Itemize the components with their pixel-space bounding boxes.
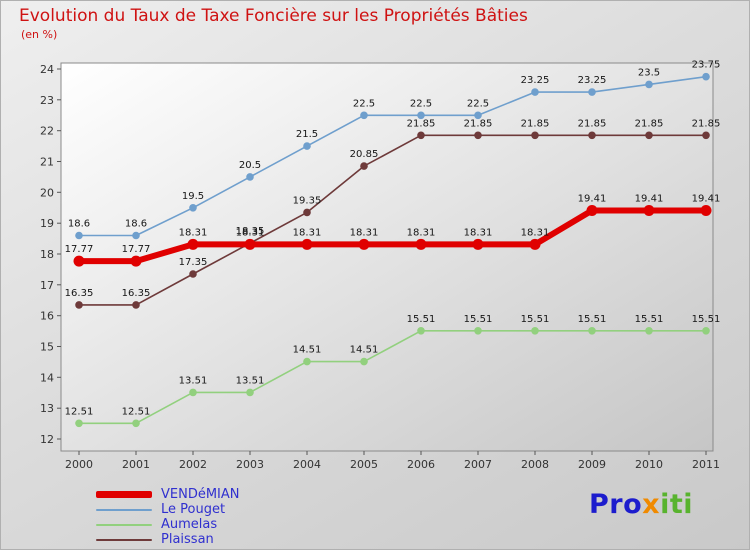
svg-text:19.5: 19.5 — [182, 191, 204, 202]
svg-text:14.51: 14.51 — [350, 345, 379, 356]
svg-text:19: 19 — [40, 217, 54, 230]
svg-text:22.5: 22.5 — [353, 98, 375, 109]
svg-text:13.51: 13.51 — [179, 375, 208, 386]
svg-text:18.6: 18.6 — [68, 219, 90, 230]
legend: VENDéMIAN Le Pouget Aumelas Plaissan — [96, 487, 240, 547]
svg-text:2009: 2009 — [578, 458, 606, 471]
svg-text:21.85: 21.85 — [692, 118, 721, 129]
svg-text:2003: 2003 — [236, 458, 264, 471]
svg-text:15.51: 15.51 — [692, 314, 721, 325]
svg-text:2006: 2006 — [407, 458, 435, 471]
legend-swatch-lepouget — [96, 508, 152, 511]
svg-text:23.5: 23.5 — [638, 67, 660, 78]
svg-text:2008: 2008 — [521, 458, 549, 471]
legend-item-aumelas: Aumelas — [96, 517, 240, 532]
svg-text:15.51: 15.51 — [407, 314, 436, 325]
svg-text:18.35: 18.35 — [236, 226, 265, 237]
svg-text:21.85: 21.85 — [521, 118, 550, 129]
svg-text:18.31: 18.31 — [407, 227, 436, 238]
svg-text:12.51: 12.51 — [65, 406, 94, 417]
legend-label: Plaissan — [161, 532, 214, 547]
svg-text:20.85: 20.85 — [350, 149, 379, 160]
svg-text:22: 22 — [40, 125, 54, 138]
svg-text:24: 24 — [40, 63, 54, 76]
svg-text:19.41: 19.41 — [635, 194, 664, 205]
svg-text:2000: 2000 — [65, 458, 93, 471]
svg-text:21: 21 — [40, 156, 54, 169]
svg-text:21.85: 21.85 — [464, 118, 493, 129]
svg-text:19.41: 19.41 — [578, 194, 607, 205]
logo-letter-segment: Pro — [589, 489, 643, 520]
legend-label: Aumelas — [161, 517, 218, 532]
svg-text:18.6: 18.6 — [125, 219, 147, 230]
line-chart: 12 13 14 15 16 17 18 19 20 21 22 23 24 2000 2001 2002 20… — [40, 60, 721, 471]
svg-text:14: 14 — [40, 371, 54, 384]
logo-letter-segment: iti — [660, 489, 693, 520]
svg-text:23.75: 23.75 — [692, 60, 721, 71]
svg-text:18.31: 18.31 — [521, 227, 550, 238]
proxiti-logo: Proxiti — [589, 489, 693, 520]
svg-text:21.85: 21.85 — [578, 118, 607, 129]
svg-text:21.85: 21.85 — [635, 118, 664, 129]
svg-text:21.85: 21.85 — [407, 118, 436, 129]
legend-label: VENDéMIAN — [161, 487, 240, 502]
svg-text:12.51: 12.51 — [122, 406, 151, 417]
svg-text:20: 20 — [40, 186, 54, 199]
svg-text:2004: 2004 — [293, 458, 321, 471]
svg-text:14.51: 14.51 — [293, 345, 322, 356]
svg-text:18: 18 — [40, 248, 54, 261]
svg-text:13.51: 13.51 — [236, 375, 265, 386]
legend-item-plaissan: Plaissan — [96, 532, 240, 547]
svg-text:2011: 2011 — [692, 458, 720, 471]
svg-text:23: 23 — [40, 94, 54, 107]
svg-text:12: 12 — [40, 433, 54, 446]
svg-text:2007: 2007 — [464, 458, 492, 471]
svg-text:18.31: 18.31 — [236, 227, 265, 238]
svg-text:18.31: 18.31 — [293, 227, 322, 238]
svg-text:16.35: 16.35 — [122, 288, 151, 299]
svg-text:2010: 2010 — [635, 458, 663, 471]
legend-swatch-plaissan — [96, 538, 152, 541]
svg-text:13: 13 — [40, 402, 54, 415]
svg-text:18.31: 18.31 — [350, 227, 379, 238]
svg-text:22.5: 22.5 — [467, 98, 489, 109]
svg-text:18.31: 18.31 — [464, 227, 493, 238]
svg-text:22.5: 22.5 — [410, 98, 432, 109]
svg-text:23.25: 23.25 — [578, 75, 607, 86]
legend-item-vendemian: VENDéMIAN — [96, 487, 240, 502]
svg-text:17.77: 17.77 — [122, 244, 151, 255]
svg-text:19.35: 19.35 — [293, 195, 322, 206]
svg-text:23.25: 23.25 — [521, 75, 550, 86]
svg-text:15.51: 15.51 — [464, 314, 493, 325]
svg-text:16: 16 — [40, 310, 54, 323]
legend-swatch-vendemian — [96, 491, 152, 498]
svg-text:17.35: 17.35 — [179, 257, 208, 268]
legend-item-lepouget: Le Pouget — [96, 502, 240, 517]
svg-text:2001: 2001 — [122, 458, 150, 471]
svg-text:20.5: 20.5 — [239, 160, 261, 171]
svg-text:16.35: 16.35 — [65, 288, 94, 299]
svg-text:17.77: 17.77 — [65, 244, 94, 255]
svg-text:15.51: 15.51 — [635, 314, 664, 325]
svg-text:15: 15 — [40, 341, 54, 354]
chart-title: Evolution du Taux de Taxe Foncière sur l… — [19, 6, 528, 26]
svg-text:21.5: 21.5 — [296, 129, 318, 140]
svg-text:2002: 2002 — [179, 458, 207, 471]
chart-subtitle: (en %) — [21, 28, 58, 41]
svg-text:18.31: 18.31 — [179, 227, 208, 238]
svg-text:15.51: 15.51 — [521, 314, 550, 325]
svg-text:19.41: 19.41 — [692, 194, 721, 205]
legend-label: Le Pouget — [161, 502, 226, 517]
logo-letter-segment: x — [642, 489, 661, 520]
legend-swatch-aumelas — [96, 523, 152, 526]
svg-text:2005: 2005 — [350, 458, 378, 471]
svg-text:15.51: 15.51 — [578, 314, 607, 325]
svg-text:17: 17 — [40, 279, 54, 292]
